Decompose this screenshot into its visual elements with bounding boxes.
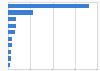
Bar xyxy=(8,50,11,54)
Bar xyxy=(8,43,12,47)
Bar xyxy=(8,10,33,15)
Bar xyxy=(8,30,15,34)
Bar xyxy=(8,4,89,8)
Bar xyxy=(8,56,11,60)
Bar xyxy=(8,17,16,21)
Bar xyxy=(8,24,16,28)
Bar xyxy=(8,37,12,41)
Bar xyxy=(8,63,10,67)
